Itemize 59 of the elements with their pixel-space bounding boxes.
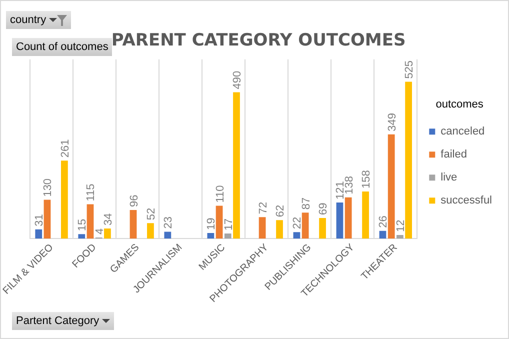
data-label: 130 — [42, 178, 54, 197]
data-label: 4 — [94, 228, 106, 234]
bar — [164, 232, 172, 239]
bar — [207, 232, 214, 239]
data-label: 72 — [257, 202, 270, 214]
bar — [130, 210, 137, 239]
bar — [293, 232, 300, 239]
data-label: 525 — [404, 60, 416, 79]
bar — [104, 228, 111, 239]
bar — [78, 234, 86, 239]
bar — [396, 235, 404, 239]
data-label: 349 — [386, 113, 398, 132]
bar — [319, 218, 326, 239]
data-label: 17 — [222, 218, 235, 231]
bar — [233, 92, 240, 239]
bar — [344, 197, 352, 239]
data-label: 87 — [300, 197, 312, 210]
bar — [35, 229, 42, 239]
data-label: 115 — [85, 184, 98, 202]
legend-title: outcomes — [436, 98, 484, 110]
data-label: 23 — [162, 216, 175, 229]
bar — [276, 220, 283, 239]
data-label: 12 — [394, 220, 407, 232]
bar — [405, 82, 412, 239]
bar — [216, 206, 223, 239]
bar — [44, 200, 51, 239]
chart-title: PARENT CATEGORY OUTCOMES — [111, 30, 406, 51]
legend-label: canceled — [440, 126, 485, 138]
legend-label: successful — [440, 194, 492, 207]
bar — [86, 204, 94, 239]
bar — [362, 191, 369, 239]
bar — [336, 202, 344, 239]
bar — [388, 134, 395, 239]
bar — [224, 234, 232, 239]
bar — [258, 217, 266, 239]
data-label: 96 — [128, 194, 140, 207]
bar — [302, 212, 309, 239]
data-label: 261 — [59, 139, 72, 158]
data-label: 15 — [76, 218, 89, 232]
data-label: 158 — [360, 170, 373, 188]
data-label: 138 — [343, 176, 356, 194]
text: Partent Category — [16, 315, 100, 327]
data-label: 52 — [145, 208, 158, 220]
data-label: 490 — [231, 70, 244, 90]
data-label: 62 — [274, 204, 287, 218]
text: country — [10, 14, 46, 26]
data-label: 31 — [34, 214, 46, 226]
data-label: 34 — [102, 213, 114, 226]
legend-label: live — [440, 172, 458, 184]
data-label: 22 — [292, 216, 304, 230]
data-label: 110 — [214, 185, 226, 203]
text: Count of outcomes — [16, 41, 108, 53]
bar — [379, 230, 386, 239]
data-label: 26 — [378, 216, 390, 228]
data-label: 69 — [318, 202, 330, 216]
data-label: 19 — [206, 218, 218, 230]
legend-label: failed — [440, 148, 467, 161]
bar — [147, 223, 154, 239]
bar — [60, 160, 68, 239]
